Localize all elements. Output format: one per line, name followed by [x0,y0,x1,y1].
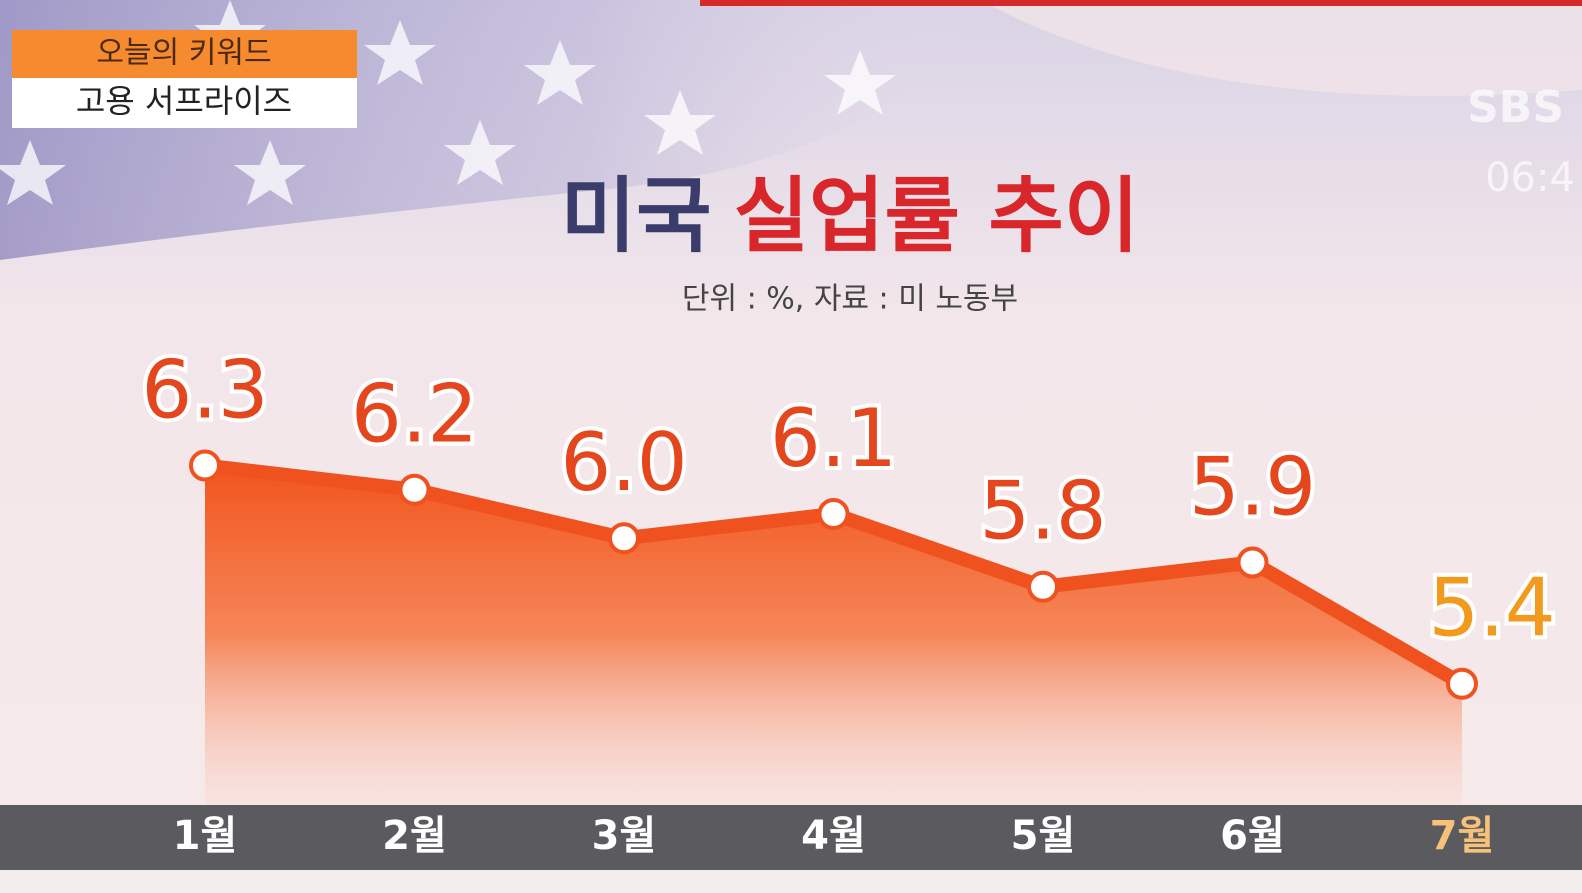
point-marker [189,449,221,482]
value-label: 6.1 [770,392,897,485]
point-marker [1027,570,1059,603]
x-tick-label: 3월 [592,813,657,859]
keyword-label-box [12,30,357,78]
x-tick-label: 5월 [1011,813,1076,859]
keyword-label: 오늘의 키워드 [96,36,271,71]
keyword-box [12,78,357,128]
x-tick-label: 1월 [173,813,238,859]
x-tick-label: 6월 [1220,813,1285,859]
clock: 06:4 [1485,155,1575,201]
chart-title: 미국 실업률 추이 [561,169,1140,264]
flag-stripe [980,0,1582,96]
chart-subtitle: 단위 : %, 자료 : 미 노동부 [682,282,1018,317]
title-part: 실업률 추이 [734,169,1140,264]
point-marker [398,473,431,506]
keyword: 고용 서프라이즈 [76,82,292,120]
value-label: 6.0 [560,416,687,509]
x-tick-label: 4월 [801,813,866,859]
value-label: 5.8 [979,465,1106,558]
value-label: 5.9 [1189,440,1316,533]
value-label: 6.2 [351,368,478,461]
area [205,465,1462,805]
point-marker [1236,546,1269,579]
channel-logo: SBS B [1467,82,1582,133]
top-strip [700,0,1582,6]
value-label: 5.4 [1428,562,1555,655]
category-band [0,805,1582,870]
point-marker [817,498,850,530]
point-marker [608,522,640,555]
title-part: 미국 [561,169,712,264]
x-tick-label: 7월 [1430,813,1495,859]
value-label: 6.3 [141,343,268,436]
bottom-strip [0,870,1582,893]
x-tick-label: 2월 [382,813,447,859]
point-marker [1446,667,1478,700]
